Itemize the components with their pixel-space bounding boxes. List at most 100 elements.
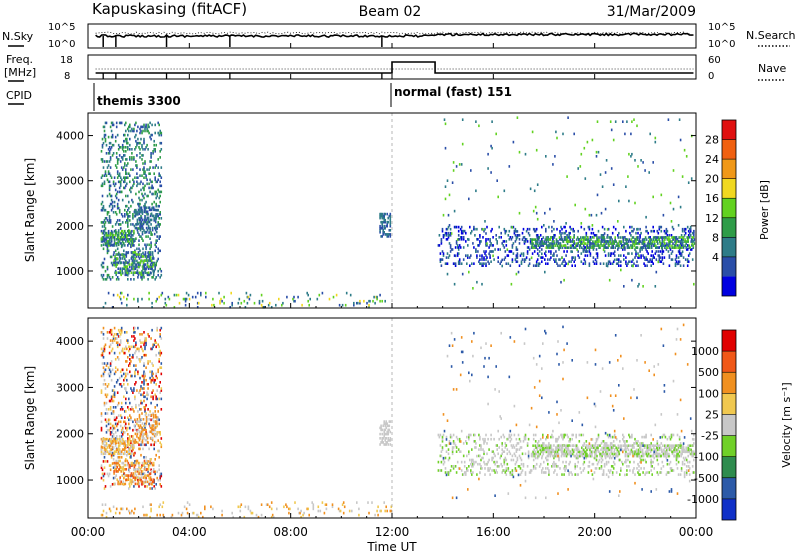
scatter-cell [152,389,154,392]
scatter-cell [102,265,105,269]
scatter-cell [631,120,633,123]
scatter-cell [451,181,454,184]
scatter-cell [156,513,158,517]
scatter-cell [658,246,660,249]
scatter-cell [115,253,117,256]
scatter-cell [372,299,374,303]
scatter-cell [121,368,124,372]
scatter-cell [535,262,538,265]
scatter-cell [531,246,533,249]
scatter-cell [554,155,556,158]
scatter-cell [469,433,471,437]
scatter-cell [103,448,106,451]
scatter-cell [688,227,691,231]
scatter-cell [582,462,585,466]
scatter-cell [552,238,554,241]
scatter-cell [480,240,482,243]
scatter-cell [596,238,598,241]
scatter-cell [118,376,121,380]
scatter-cell [532,209,535,213]
scatter-cell [511,454,514,458]
scatter-cell [142,472,144,476]
scatter-cell [112,211,115,214]
scatter-cell [368,299,370,303]
scatter-cell [520,462,523,466]
scatter-cell [106,385,109,388]
scatter-cell [609,242,611,245]
scatter-cell [118,437,121,441]
scatter-cell [105,244,108,247]
scatter-cell [594,244,596,247]
scatter-cell [553,444,555,447]
scatter-cell [453,282,456,286]
scatter-cell [118,154,121,157]
scatter-cell [112,406,115,409]
scatter-cell [101,182,104,186]
scatter-cell [131,251,134,254]
scatter-cell [150,243,152,247]
scatter-cell [108,184,111,188]
scatter-cell [116,403,119,407]
scatter-cell [500,462,502,466]
scatter-cell [131,478,133,482]
scatter-cell [644,264,646,267]
scatter-cell [123,263,126,266]
scatter-cell [552,465,554,468]
scatter-cell [140,387,142,390]
scatter-cell [108,444,111,447]
freq-tick-top: 18 [60,55,73,66]
scatter-cell [152,478,155,481]
scatter-cell [141,192,143,196]
scatter-cell [522,227,525,231]
scatter-cell [626,473,628,476]
scatter-cell [655,258,658,261]
scatter-cell [149,214,152,218]
scatter-cell [137,263,140,266]
scatter-cell [556,440,558,443]
scatter-cell [143,204,145,208]
scatter-cell [153,148,155,151]
scatter-cell [108,219,111,222]
scatter-cell [465,231,467,235]
scatter-cell [646,264,648,267]
scatter-cell [495,469,497,472]
scatter-cell [554,469,556,472]
scatter-cell [135,381,137,384]
scatter-cell [514,258,517,261]
scatter-cell [469,264,471,267]
scatter-cell [101,442,104,445]
scatter-cell [122,465,125,469]
scatter-cell [121,437,124,441]
scatter-cell [152,214,155,218]
scatter-cell [114,194,117,198]
scatter-cell [110,208,113,212]
scatter-cell [389,220,392,224]
scatter-cell [672,227,675,231]
scatter-cell [113,470,115,473]
scatter-cell [101,261,104,265]
scatter-cell [306,507,308,511]
scatter-cell [506,452,509,456]
scatter-cell [671,246,673,249]
scatter-cell [104,278,107,281]
scatter-cell [613,435,616,439]
scatter-cell [112,244,115,247]
scatter-cell [499,248,501,251]
scatter-cell [584,254,587,257]
scatter-cell [108,351,111,355]
scatter-cell [611,465,614,468]
scatter-cell [640,159,642,162]
scatter-cell [484,227,486,231]
scatter-cell [130,231,132,235]
scatter-cell [665,248,668,251]
scatter-cell [633,442,635,445]
scatter-cell [112,442,115,445]
scatter-cell [157,215,159,218]
scatter-cell [145,174,147,177]
scatter-cell [140,440,143,444]
scatter-cell [631,246,634,249]
scatter-cell [103,446,106,449]
scatter-cell [640,256,642,259]
scatter-cell [117,482,119,486]
scatter-cell [157,410,159,413]
